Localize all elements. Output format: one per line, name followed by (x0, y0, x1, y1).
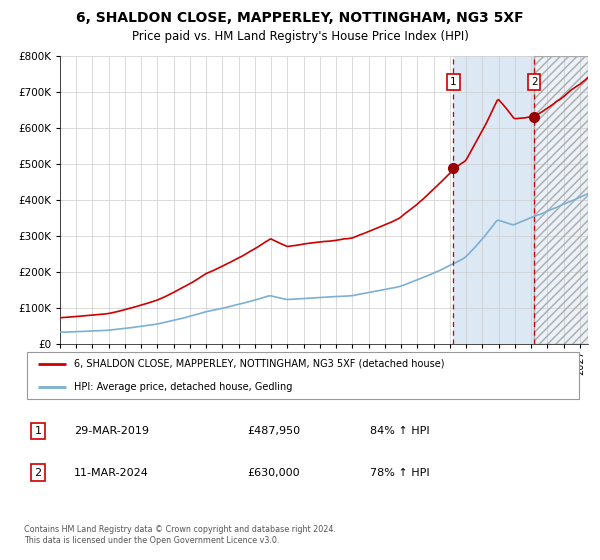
Text: 29-MAR-2019: 29-MAR-2019 (74, 426, 149, 436)
Text: 11-MAR-2024: 11-MAR-2024 (74, 468, 149, 478)
Text: 1: 1 (34, 426, 41, 436)
Bar (534, 56, 588, 344)
Bar (454, 56, 534, 344)
Text: 6, SHALDON CLOSE, MAPPERLEY, NOTTINGHAM, NG3 5XF (detached house): 6, SHALDON CLOSE, MAPPERLEY, NOTTINGHAM,… (74, 358, 445, 368)
Text: 2: 2 (531, 77, 538, 87)
Text: £487,950: £487,950 (247, 426, 301, 436)
Bar (534, 56, 588, 344)
Text: 6, SHALDON CLOSE, MAPPERLEY, NOTTINGHAM, NG3 5XF: 6, SHALDON CLOSE, MAPPERLEY, NOTTINGHAM,… (76, 11, 524, 25)
Text: 1: 1 (450, 77, 457, 87)
Text: Contains HM Land Registry data © Crown copyright and database right 2024.
This d: Contains HM Land Registry data © Crown c… (24, 525, 336, 545)
Text: Price paid vs. HM Land Registry's House Price Index (HPI): Price paid vs. HM Land Registry's House … (131, 30, 469, 43)
Text: £630,000: £630,000 (247, 468, 300, 478)
FancyBboxPatch shape (27, 352, 579, 399)
Text: 2: 2 (34, 468, 41, 478)
Text: 78% ↑ HPI: 78% ↑ HPI (370, 468, 430, 478)
Text: HPI: Average price, detached house, Gedling: HPI: Average price, detached house, Gedl… (74, 382, 293, 392)
Text: 84% ↑ HPI: 84% ↑ HPI (370, 426, 430, 436)
